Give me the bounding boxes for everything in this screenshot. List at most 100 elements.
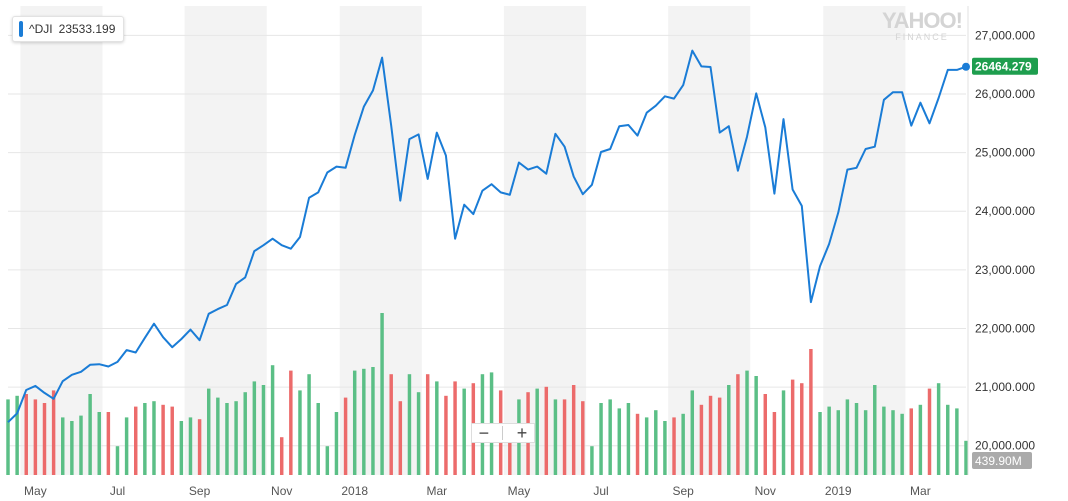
volume-bar	[617, 408, 622, 475]
volume-bar	[818, 412, 822, 475]
volume-bar	[745, 370, 749, 475]
volume-bar	[562, 399, 567, 475]
volume-bar	[307, 374, 311, 475]
volume-bar	[964, 440, 968, 475]
volume-bar	[371, 367, 375, 475]
volume-bar	[690, 390, 695, 475]
y-tick-label: 20,000.000	[975, 439, 1035, 453]
volume-bar	[362, 368, 366, 475]
volume-bar	[790, 379, 795, 475]
volume-bar	[24, 394, 28, 475]
watermark-brand: YAHOO!	[882, 8, 963, 33]
volume-bar	[252, 381, 257, 475]
volume-bar	[571, 385, 576, 475]
volume-bar	[635, 413, 640, 475]
volume-bar	[754, 376, 758, 475]
volume-bar	[946, 404, 950, 475]
volume-bar	[626, 403, 631, 475]
last-price-dot	[962, 62, 970, 71]
yahoo-finance-watermark: YAHOO! FINANCE	[882, 8, 963, 43]
volume-bar	[261, 385, 266, 475]
volume-bar	[736, 374, 740, 475]
y-tick-label: 26,000.000	[975, 87, 1035, 101]
volume-bar	[398, 401, 403, 475]
volume-bar	[544, 386, 549, 475]
volume-bar	[900, 413, 904, 475]
volume-bar	[599, 403, 603, 475]
x-tick-label: Mar	[426, 484, 447, 498]
y-tick-label: 23,000.000	[975, 263, 1035, 277]
x-tick-label: Nov	[271, 484, 292, 498]
x-tick-label: Mar	[910, 484, 931, 498]
legend-swatch	[19, 21, 23, 37]
zoom-out-button[interactable]: −	[478, 423, 490, 443]
volume-bar	[918, 404, 923, 475]
volume-bar	[654, 410, 658, 475]
volume-bar	[170, 406, 174, 475]
volume-bar	[663, 421, 667, 475]
last-price-label: 26464.279	[975, 60, 1032, 74]
volume-bar	[6, 399, 10, 475]
last-volume-label: 439.90M	[975, 454, 1022, 468]
y-axis: 20,000.000 21,000.000 22,000.000 23,000.000…	[967, 6, 1035, 475]
volume-bar	[289, 370, 293, 475]
volume-bar	[927, 388, 932, 475]
zoom-in-button[interactable]: +	[516, 423, 528, 443]
volume-bar	[425, 374, 430, 475]
x-tick-label: 2019	[825, 484, 852, 498]
volume-bar	[772, 412, 777, 475]
volume-bar	[279, 437, 284, 475]
volume-bar	[243, 392, 247, 475]
volume-bar	[909, 408, 913, 475]
x-axis: May Jul Sep Nov 2018 Mar May Jul Sep Nov 2019 Mar	[24, 484, 931, 498]
volume-bar	[42, 403, 47, 475]
volume-bar	[590, 446, 594, 475]
y-tick-label: 24,000.000	[975, 204, 1035, 218]
volume-bar	[581, 401, 585, 475]
volume-bar	[407, 374, 412, 475]
x-tick-label: Jul	[110, 484, 125, 498]
volume-bar	[298, 390, 302, 475]
volume-bar	[809, 349, 813, 475]
volume-bar	[708, 395, 713, 475]
volume-bar	[608, 399, 612, 475]
volume-bar	[781, 390, 786, 475]
volume-bar	[133, 406, 138, 475]
volume-bar	[225, 403, 229, 475]
volume-bar	[462, 388, 466, 475]
volume-bar	[717, 397, 722, 475]
volume-bar	[124, 417, 129, 475]
volume-bar	[863, 410, 868, 475]
volume-bar	[115, 446, 120, 475]
y-tick-label: 22,000.000	[975, 321, 1035, 335]
volume-bar	[106, 412, 111, 475]
volume-bar	[845, 399, 850, 475]
volume-bar	[216, 397, 220, 475]
zoom-controls: − +	[471, 423, 535, 443]
last-volume-marker: 439.90M	[972, 452, 1032, 469]
x-tick-label: Jul	[593, 484, 608, 498]
volume-bar	[435, 381, 439, 475]
volume-bar	[672, 417, 676, 475]
volume-bar	[644, 417, 649, 475]
x-tick-label: Sep	[189, 484, 211, 498]
zoom-separator	[502, 426, 504, 440]
x-tick-label: May	[24, 484, 47, 498]
x-tick-label: May	[508, 484, 531, 498]
volume-bar	[453, 381, 457, 475]
volume-bar	[234, 401, 238, 475]
y-tick-label: 21,000.000	[975, 380, 1035, 394]
volume-bar	[444, 395, 448, 475]
volume-bar	[70, 421, 74, 475]
volume-bar	[197, 419, 202, 475]
volume-bar	[51, 390, 56, 475]
volume-bar	[800, 383, 804, 475]
series-legend[interactable]: ^DJI 23533.199	[12, 16, 125, 42]
volume-bar	[343, 397, 348, 475]
last-price-marker: 26464.279	[962, 57, 1038, 75]
last-price-badge	[972, 57, 1038, 75]
volume-bar	[152, 401, 156, 475]
volume-bar	[316, 403, 320, 475]
volume-bar	[827, 406, 831, 475]
volume-bar	[352, 370, 357, 475]
